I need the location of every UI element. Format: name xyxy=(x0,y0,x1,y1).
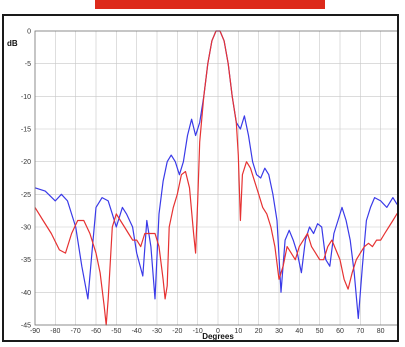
y-tick-label: -15 xyxy=(21,127,31,134)
y-tick-label: -10 xyxy=(21,94,31,101)
x-tick-labels: -90 -80 -70 -60 -50 -40 -30 -20 -10 0 10 20 30 40 50 60… xyxy=(30,328,385,335)
x-axis-title: Degrees xyxy=(202,332,234,340)
y-tick-label: -40 xyxy=(21,290,31,297)
y-tick-label: -35 xyxy=(21,257,31,264)
x-tick-label: 50 xyxy=(316,328,324,335)
x-tick-label: -60 xyxy=(91,328,101,335)
x-tick-label: -30 xyxy=(152,328,162,335)
plot-area xyxy=(34,30,397,326)
x-tick-label: -20 xyxy=(172,328,182,335)
grid xyxy=(34,30,397,326)
y-tick-label: 0 xyxy=(27,29,31,36)
x-tick-label: -70 xyxy=(71,328,81,335)
y-axis-title: dB xyxy=(7,39,18,48)
y-tick-label: -30 xyxy=(21,225,31,232)
chart-svg: 0 -5 -10 -15 -20 -25 -30 -35 -40 -45 -90 -80 -70 -60… xyxy=(7,29,397,340)
x-tick-label: 0 xyxy=(216,328,220,335)
series-layer xyxy=(34,30,397,326)
x-tick-label: 80 xyxy=(377,328,385,335)
series-line-red xyxy=(34,30,397,326)
top-color-band xyxy=(95,0,325,9)
x-tick-label: 70 xyxy=(356,328,364,335)
x-tick-label: -80 xyxy=(50,328,60,335)
x-tick-label: -90 xyxy=(30,328,40,335)
chart-frame: 0 -5 -10 -15 -20 -25 -30 -35 -40 -45 -90 -80 -70 -60… xyxy=(2,14,399,342)
x-tick-label: -40 xyxy=(132,328,142,335)
x-tick-label: 40 xyxy=(295,328,303,335)
y-tick-label: -25 xyxy=(21,192,31,199)
x-tick-label: -10 xyxy=(193,328,203,335)
y-tick-label: -20 xyxy=(21,159,31,166)
y-tick-labels: 0 -5 -10 -15 -20 -25 -30 -35 -40 -45 xyxy=(21,29,31,330)
y-tick-label: -45 xyxy=(21,323,31,330)
x-tick-label: -50 xyxy=(111,328,121,335)
x-tick-label: 20 xyxy=(255,328,263,335)
x-tick-label: 60 xyxy=(336,328,344,335)
x-tick-label: 30 xyxy=(275,328,283,335)
x-tick-label: 10 xyxy=(234,328,242,335)
y-tick-label: -5 xyxy=(25,61,31,68)
